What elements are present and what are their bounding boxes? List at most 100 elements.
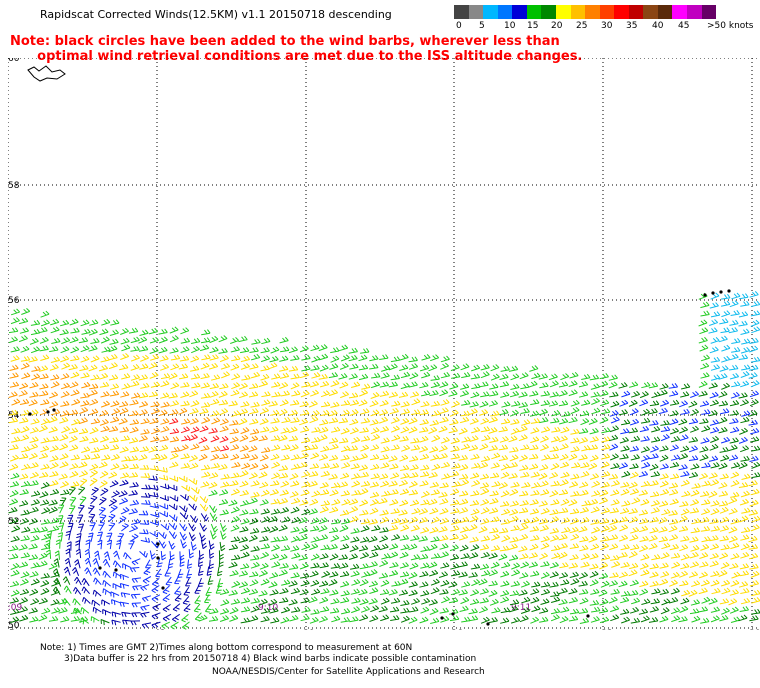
wind-barb — [568, 416, 578, 424]
wind-barb — [710, 435, 720, 443]
wind-barb — [70, 355, 80, 362]
wind-barb — [72, 598, 81, 606]
wind-barb — [331, 518, 341, 525]
wind-barb — [500, 570, 510, 578]
wind-barb — [258, 471, 268, 479]
wind-barb — [289, 563, 299, 570]
wind-barb — [479, 606, 488, 614]
scale-swatch — [614, 5, 629, 19]
wind-barb — [708, 382, 718, 389]
wind-barb — [738, 482, 749, 488]
wind-barb — [9, 463, 19, 471]
wind-barb — [54, 550, 60, 560]
wind-barb — [288, 409, 298, 416]
wind-barb — [190, 487, 200, 494]
wind-barb — [570, 473, 580, 480]
wind-barb — [250, 561, 260, 569]
wind-barb — [729, 364, 739, 371]
wind-barb — [92, 567, 101, 576]
wind-barb — [301, 481, 311, 488]
wind-barb — [698, 472, 708, 480]
wind-barb — [500, 463, 510, 471]
wind-barb — [649, 400, 660, 407]
wind-barb — [128, 540, 135, 550]
wind-barb — [540, 542, 550, 550]
wind-barb — [200, 464, 211, 471]
wind-barb — [338, 344, 349, 352]
wind-barb — [710, 462, 720, 469]
wind-barb — [220, 362, 231, 370]
wind-barb — [538, 518, 549, 525]
wind-barb — [109, 329, 119, 336]
wind-barb — [359, 471, 369, 478]
contamination-circle — [451, 612, 455, 616]
wind-barb — [600, 481, 610, 489]
wind-barb — [140, 382, 150, 389]
wind-barb — [550, 614, 560, 622]
wind-barb — [650, 491, 660, 498]
wind-barb — [200, 337, 211, 344]
wind-barb — [28, 554, 39, 561]
scale-swatch — [541, 5, 556, 19]
wind-barb — [660, 420, 670, 426]
wind-barb — [530, 588, 540, 595]
wind-barb — [379, 390, 390, 397]
wind-barb — [669, 579, 678, 587]
wind-barb — [719, 473, 729, 480]
wind-barb — [409, 606, 419, 613]
wind-barb — [479, 461, 489, 469]
wind-barb — [119, 583, 130, 589]
wind-barb — [118, 490, 128, 498]
wind-barb — [179, 355, 190, 362]
wind-barb — [550, 462, 560, 471]
wind-barb — [428, 543, 438, 551]
scale-swatch — [483, 5, 498, 19]
wind-barb — [238, 536, 248, 543]
wind-barb — [310, 452, 320, 460]
wind-barb — [338, 481, 349, 488]
wind-barb — [419, 435, 429, 443]
wind-barb — [519, 490, 529, 497]
wind-barb — [659, 562, 669, 569]
wind-barb — [219, 541, 226, 552]
wind-barb — [38, 560, 48, 568]
wind-barb — [731, 571, 741, 579]
wind-barb — [640, 569, 650, 577]
wind-barb — [720, 579, 731, 587]
wind-barb — [191, 345, 200, 354]
wind-barb — [640, 498, 650, 506]
wind-barb — [420, 545, 430, 552]
wind-barb — [570, 399, 580, 407]
wind-barb — [200, 362, 210, 370]
wind-barb — [691, 615, 701, 623]
wind-barb — [500, 508, 511, 516]
wind-barb — [460, 596, 470, 605]
wind-barb — [340, 445, 351, 453]
wind-barb — [470, 453, 480, 460]
wind-barb — [169, 335, 179, 343]
wind-barb — [370, 392, 380, 399]
wind-barb — [168, 540, 176, 550]
wind-barb — [359, 614, 369, 622]
wind-barb — [249, 347, 259, 353]
wind-barb — [290, 355, 300, 361]
wind-barb — [59, 453, 69, 460]
wind-barb — [49, 488, 60, 496]
wind-barb — [430, 578, 440, 586]
wind-barb — [721, 382, 731, 390]
wind-barb — [38, 425, 48, 433]
wind-barb — [570, 428, 580, 435]
wind-barb — [621, 470, 631, 478]
wind-barb — [129, 463, 139, 470]
wind-barb — [129, 481, 139, 488]
wind-barb — [489, 436, 499, 443]
wind-barb — [579, 597, 589, 605]
wind-barb — [531, 482, 541, 489]
wind-barb — [708, 472, 718, 479]
wind-barb — [271, 472, 281, 480]
wind-barb — [359, 563, 369, 570]
wind-barb — [129, 567, 140, 573]
wind-barb — [369, 551, 379, 559]
wind-barb — [290, 506, 300, 514]
wind-barb — [419, 426, 429, 433]
